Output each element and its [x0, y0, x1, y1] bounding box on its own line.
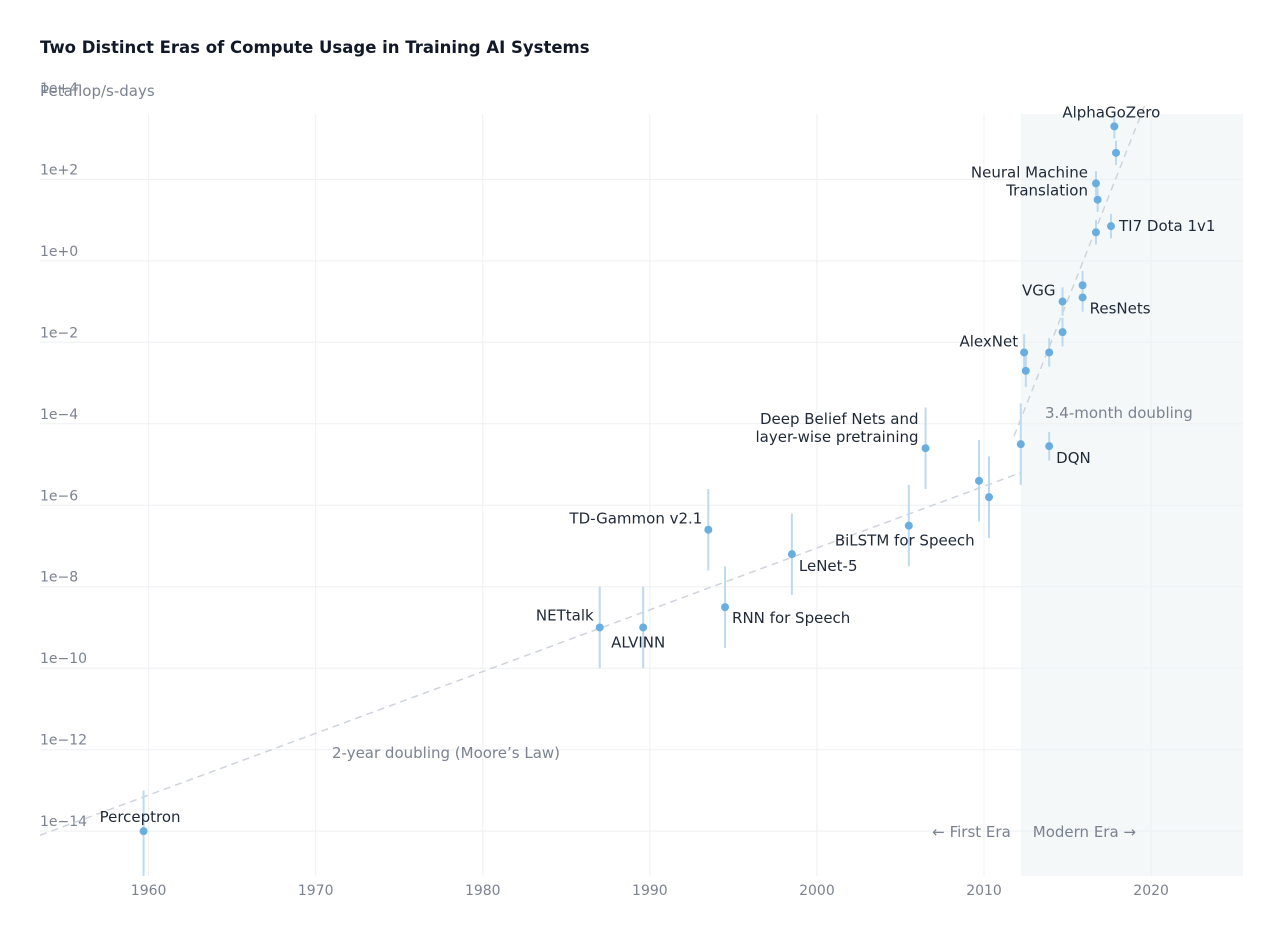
- x-tick-label: 1990: [632, 883, 668, 899]
- data-point: [721, 603, 730, 612]
- data-point: [1107, 222, 1116, 231]
- y-tick-label: 1e−12: [40, 733, 87, 749]
- point-label: Neural Machine Translation: [971, 163, 1088, 199]
- y-tick-label: 1e+2: [40, 162, 78, 178]
- data-point: [1058, 328, 1067, 337]
- point-label: ALVINN: [611, 633, 665, 651]
- data-point: [1058, 297, 1067, 306]
- trend-label-moore: 2-year doubling (Moore’s Law): [332, 744, 560, 762]
- era-label-modern: Modern Era →: [1033, 823, 1136, 841]
- y-tick-label: 1e−4: [40, 407, 78, 423]
- data-point: [1078, 293, 1087, 302]
- data-point: [639, 623, 648, 632]
- trend-line: [39, 471, 1022, 836]
- data-point: [595, 623, 604, 632]
- y-tick-label: 1e−2: [40, 325, 78, 341]
- data-point: [1078, 281, 1087, 290]
- data-point: [1016, 440, 1025, 449]
- point-label: BiLSTM for Speech: [835, 532, 975, 550]
- point-label: AlexNet: [960, 332, 1019, 350]
- y-tick-label: 1e−8: [40, 570, 78, 586]
- data-point: [1045, 348, 1054, 357]
- data-point: [787, 550, 796, 559]
- y-tick-label: 1e+4: [40, 81, 78, 97]
- point-label: VGG: [1022, 282, 1056, 300]
- y-tick-label: 1e−14: [40, 814, 87, 830]
- point-label: TI7 Dota 1v1: [1118, 217, 1215, 235]
- point-label: Deep Belief Nets and layer-wise pretraini…: [756, 410, 919, 446]
- data-point: [1021, 366, 1030, 375]
- y-tick-label: 1e−6: [40, 488, 78, 504]
- x-tick-label: 1970: [298, 883, 334, 899]
- data-point: [1110, 122, 1119, 131]
- x-tick-label: 2010: [966, 883, 1002, 899]
- data-point: [975, 476, 984, 485]
- point-label: DQN: [1056, 449, 1091, 467]
- y-tick-label: 1e+0: [40, 244, 78, 260]
- x-tick-label: 1960: [131, 883, 167, 899]
- data-point: [921, 444, 930, 453]
- x-tick-label: 1980: [465, 883, 501, 899]
- data-point: [1091, 228, 1100, 237]
- data-point: [139, 827, 148, 836]
- modern-era-band: [1020, 114, 1243, 876]
- point-label: LeNet-5: [799, 557, 858, 575]
- trend-label-modern: 3.4-month doubling: [1045, 404, 1193, 422]
- x-tick-label: 2000: [799, 883, 835, 899]
- data-point: [1093, 195, 1102, 204]
- y-axis-unit-label: Petaflop/s-days: [40, 82, 155, 100]
- chart-title: Two Distinct Eras of Compute Usage in Tr…: [40, 38, 590, 57]
- data-point: [1045, 442, 1054, 451]
- data-point: [904, 521, 913, 530]
- data-point: [704, 525, 713, 534]
- data-point: [1091, 179, 1100, 188]
- point-label: ResNets: [1090, 299, 1151, 317]
- point-label: TD-Gammon v2.1: [568, 510, 702, 528]
- x-tick-label: 2020: [1133, 883, 1169, 899]
- point-label: AlphaGoZero: [1062, 103, 1160, 121]
- data-point: [1112, 148, 1121, 157]
- data-point: [1020, 348, 1029, 357]
- point-label: RNN for Speech: [732, 609, 850, 627]
- y-tick-label: 1e−10: [40, 651, 87, 667]
- era-label-first: ← First Era: [932, 823, 1011, 841]
- data-point: [985, 493, 994, 502]
- point-label: Perceptron: [100, 808, 181, 826]
- point-label: NETtalk: [536, 606, 594, 624]
